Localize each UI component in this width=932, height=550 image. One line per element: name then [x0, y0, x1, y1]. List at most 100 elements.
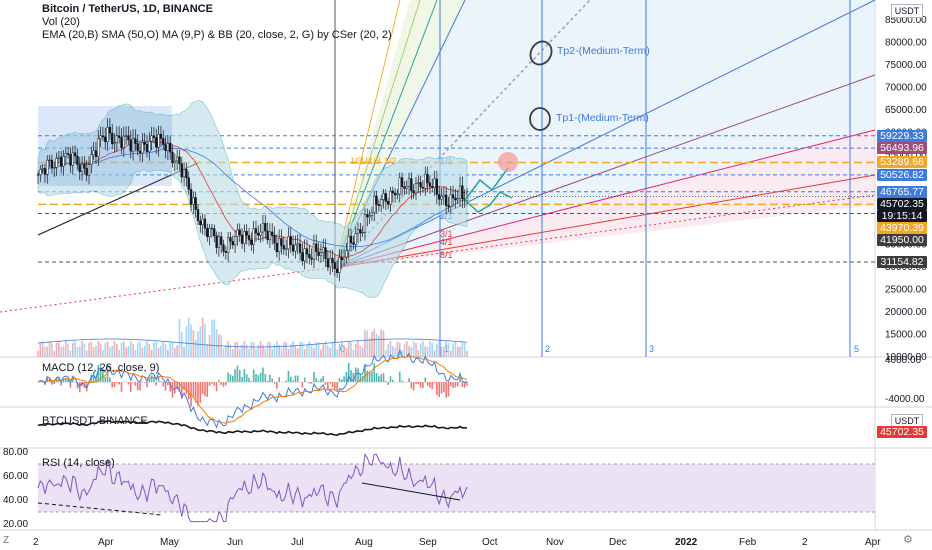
zoom-toggle[interactable]: Z — [3, 535, 10, 546]
macd-histogram-bar — [331, 382, 334, 387]
macd-histogram-bar — [452, 382, 454, 388]
volume-bar — [116, 343, 118, 357]
compare-unit[interactable]: USDT — [891, 414, 923, 428]
price-tick-label: 75000.00 — [885, 60, 927, 71]
volume-bar — [155, 341, 158, 357]
macd-histogram-bar — [225, 382, 227, 386]
macd-histogram-bar — [127, 382, 130, 385]
candle-body — [71, 152, 74, 166]
macd-histogram-bar — [255, 373, 257, 383]
candle-body — [271, 231, 274, 236]
volume-bar — [301, 342, 304, 357]
volume-bar — [160, 345, 162, 357]
candle-body — [447, 205, 450, 208]
candle-body — [180, 163, 183, 178]
macd-histogram-bar — [449, 382, 452, 386]
volume-bar — [329, 348, 331, 357]
candle-body — [319, 252, 323, 256]
volume-bar — [447, 343, 450, 357]
macd-histogram-bar — [134, 382, 137, 386]
volume-bar — [236, 341, 239, 357]
macd-histogram-bar — [113, 382, 116, 388]
candle-body — [424, 173, 427, 189]
volume-bar — [65, 341, 67, 357]
volume-bar — [201, 317, 204, 357]
gear-icon[interactable]: ⚙ — [903, 534, 913, 546]
candle-body — [315, 243, 318, 252]
volume-bar — [167, 349, 169, 357]
macd-histogram-bar — [65, 378, 67, 383]
volume-bar — [308, 341, 311, 357]
candle-body — [449, 194, 452, 208]
candle-body — [201, 218, 204, 226]
macd-histogram-bar — [208, 382, 211, 386]
macd-histogram-bar — [426, 382, 429, 386]
volume-bar — [366, 330, 369, 357]
volume-bar — [354, 343, 357, 357]
candle-body — [185, 169, 188, 178]
macd-histogram-bar — [116, 382, 118, 384]
time-axis-label: Dec — [609, 537, 627, 548]
time-axis-label: Jun — [227, 537, 243, 548]
volume-label[interactable]: Vol (20) — [42, 16, 80, 28]
candle-body — [80, 163, 84, 172]
volume-bar — [132, 343, 134, 357]
macd-histogram-bar — [387, 382, 389, 385]
volume-bar — [55, 343, 58, 357]
rsi-label[interactable]: RSI (14, close) — [42, 457, 115, 469]
volume-bar — [153, 342, 155, 357]
macd-histogram-bar — [378, 376, 380, 383]
compare-label[interactable]: BTCUSDT, BINANCE — [42, 415, 148, 427]
volume-bar — [183, 346, 185, 357]
price-unit[interactable]: USDT — [891, 4, 923, 18]
macd-histogram-bar — [180, 382, 183, 399]
volume-bar — [352, 349, 355, 357]
candle-body — [384, 193, 387, 202]
volume-bar — [102, 350, 104, 357]
macd-histogram-bar — [289, 376, 292, 383]
tp1-circle — [529, 107, 551, 131]
candle-body — [317, 251, 320, 256]
macd-histogram-bar — [338, 377, 341, 383]
gann-ratio-label: 1/3 — [368, 156, 381, 166]
macd-histogram-bar — [102, 370, 104, 383]
macd-histogram-bar — [350, 370, 352, 383]
volume-bar — [289, 344, 292, 357]
candle-body — [375, 195, 378, 205]
macd-histogram-bar — [419, 382, 422, 388]
indicator-label[interactable]: EMA (20,B) SMA (50,O) MA (9,P) & BB (20,… — [42, 29, 392, 41]
candle-body — [48, 159, 51, 162]
macd-histogram-bar — [174, 382, 176, 394]
macd-histogram-bar — [273, 382, 276, 384]
macd-histogram-bar — [245, 374, 248, 383]
candle-body — [83, 163, 86, 169]
macd-histogram-bar — [366, 370, 369, 383]
macd-histogram-bar — [236, 365, 239, 383]
candle-body — [106, 127, 109, 143]
macd-label[interactable]: MACD (12, 26, close, 9) — [42, 362, 160, 374]
time-axis-label: Jul — [291, 537, 304, 548]
macd-histogram-bar — [352, 372, 355, 383]
candle-body — [50, 159, 54, 169]
macd-histogram-bar — [148, 378, 151, 383]
macd-histogram-bar — [382, 373, 385, 383]
candle-body — [220, 236, 223, 245]
volume-bar — [433, 350, 436, 357]
macd-histogram-bar — [187, 382, 190, 400]
volume-bar — [343, 345, 345, 357]
candle-body — [224, 251, 227, 253]
candle-body — [440, 195, 443, 200]
candle-body — [39, 169, 42, 175]
volume-bar — [225, 345, 227, 357]
macd-histogram-bar — [76, 382, 79, 389]
volume-bar — [338, 344, 341, 357]
macd-histogram-bar — [109, 377, 111, 383]
volume-bar — [322, 344, 325, 357]
candle-body — [171, 151, 174, 164]
macd-histogram-bar — [248, 377, 250, 383]
volume-bar — [257, 344, 260, 357]
macd-histogram-bar — [403, 382, 406, 383]
candle-body — [298, 243, 302, 253]
candle-body — [187, 177, 190, 190]
